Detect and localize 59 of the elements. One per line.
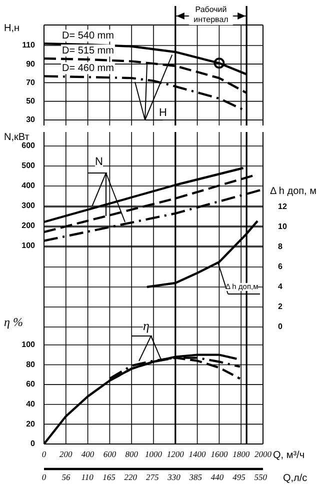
x2-tick-label: 385 [188, 472, 202, 482]
x2-tick-label: 440 [210, 472, 224, 482]
y-tick-label: 20 [26, 419, 36, 428]
x-tick-label: 400 [81, 449, 95, 460]
x-tick-label: 0 [42, 449, 47, 460]
x2-tick-label: 275 [146, 472, 159, 482]
x-axis-title: Q, м³/ч [273, 450, 305, 460]
y-tick-label: 100 [22, 340, 36, 350]
x2-tick-label: 56 [62, 472, 72, 482]
x-tick-label: 1000 [145, 449, 163, 460]
x-tick-label: 1400 [188, 449, 207, 460]
y-tick-label: 60 [26, 380, 36, 389]
x2-tick-label: 495 [232, 472, 246, 482]
y-tick-label: 0 [30, 439, 36, 448]
series-label: D= 540 mm [62, 30, 114, 42]
x2-tick-label: 220 [124, 472, 138, 482]
series-label: D= 515 mm [62, 45, 114, 56]
y2-tick-label: 4 [278, 282, 283, 292]
y2-tick-label: 0 [278, 322, 283, 332]
x-tick-label: 600 [103, 449, 117, 460]
x2-tick-label: 110 [81, 472, 94, 482]
x-tick-label: 1800 [232, 449, 250, 460]
y-tick-label: 40 [26, 400, 36, 409]
y-tick-label: 300 [22, 201, 36, 210]
x-tick-label: 1200 [166, 449, 185, 460]
x-tick-label: 800 [125, 449, 139, 460]
series-label: D= 460 mm [62, 62, 114, 74]
x2-tick-label: 550 [254, 472, 268, 482]
y-tick-label: 100 [22, 241, 36, 250]
y-tick-label: 30 [26, 115, 36, 124]
y2-tick-label: 6 [278, 262, 283, 272]
y-tick-label: 50 [26, 96, 36, 106]
y-tick-label: 500 [22, 161, 36, 170]
x-tick-label: 2000 [254, 449, 272, 460]
x2-tick-label: 330 [166, 472, 182, 482]
y-tick-label: 110 [22, 40, 36, 50]
x2-axis-title: Q,л/с [283, 472, 308, 484]
annotation: H [159, 106, 167, 118]
x-tick-label: 1600 [210, 449, 228, 460]
y2-tick-label: 2 [278, 302, 283, 312]
y-tick-label: 70 [26, 78, 36, 87]
text: Рабочий интервал [194, 5, 229, 24]
y-tick-label: 200 [22, 221, 36, 230]
y-tick-label: 80 [26, 360, 36, 369]
y2-axis-title: Δ h доп, м [270, 186, 316, 196]
annotation: η [143, 318, 150, 332]
y-axis-title: η % [4, 315, 23, 330]
y2-tick-label: 8 [278, 242, 283, 252]
y-axis-title: N,кВт [4, 132, 30, 142]
y-axis-title: H,н [4, 22, 20, 34]
y2-tick-label: 12 [278, 202, 288, 212]
x2-tick-label: 165 [102, 472, 116, 482]
y-tick-label: 600 [22, 141, 36, 150]
x2-tick-label: 0 [42, 472, 47, 482]
x-tick-label: 200 [60, 449, 74, 460]
y-tick-label: 400 [22, 181, 36, 190]
y2-tick-label: 10 [278, 222, 288, 232]
annotation: N [95, 156, 103, 168]
y-tick-label: 90 [26, 59, 36, 68]
